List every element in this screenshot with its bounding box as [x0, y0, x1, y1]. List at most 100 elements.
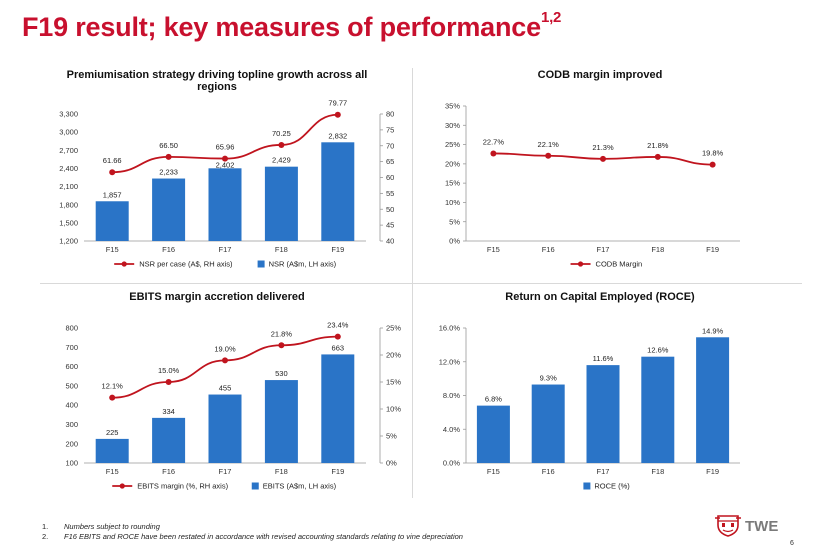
- line-data-label: 23.4%: [327, 321, 349, 330]
- y-tick-label: 30%: [445, 121, 460, 130]
- x-tick-label: F15: [106, 467, 119, 476]
- footnote-2: 2. F16 EBITS and ROCE have been restated …: [42, 532, 463, 542]
- y-tick-label: 10%: [445, 198, 460, 207]
- bar-data-label: 2,832: [328, 131, 347, 140]
- y-tick-label: 2,100: [59, 182, 78, 191]
- logo-text: TWE: [745, 518, 778, 535]
- y-tick-label: 25%: [445, 140, 460, 149]
- legend-item: EBITS (A$m, LH axis): [251, 482, 337, 491]
- right-tick-label: 60: [386, 173, 394, 182]
- y-tick-label: 800: [65, 324, 78, 333]
- line-point: [490, 150, 497, 157]
- bar-data-label: 2,429: [272, 156, 291, 165]
- line-data-label: 21.3%: [592, 143, 614, 152]
- bar: [321, 354, 355, 463]
- line-data-label: 65.96: [216, 143, 235, 152]
- y-tick-label: 35%: [445, 102, 460, 111]
- y-tick-label: 2,400: [59, 164, 78, 173]
- bar-data-label: 1,857: [103, 190, 122, 199]
- bar-data-label: 530: [275, 369, 288, 378]
- legend-item: NSR per case (A$, RH axis): [114, 260, 233, 269]
- bar: [531, 384, 565, 463]
- y-tick-label: 15%: [445, 179, 460, 188]
- right-tick-label: 40: [386, 237, 394, 246]
- bar-data-label: 11.6%: [593, 354, 614, 363]
- bar: [152, 178, 186, 241]
- chart-title: CODB margin improved: [538, 69, 663, 81]
- y-tick-label: 1,500: [59, 218, 78, 227]
- legend-label: CODB Margin: [596, 260, 643, 269]
- bar-data-label: 663: [332, 343, 345, 352]
- x-tick-label: F19: [331, 467, 344, 476]
- chart-panel-nsr: Premiumisation strategy driving topline …: [40, 68, 410, 280]
- line-point: [278, 342, 285, 349]
- footnote-1: 1. Numbers subject to rounding: [42, 522, 463, 532]
- bar: [586, 365, 620, 463]
- legend-label: NSR per case (A$, RH axis): [139, 260, 233, 269]
- right-tick-label: 75: [386, 125, 394, 134]
- y-tick-label: 12.0%: [439, 357, 461, 366]
- line-data-label: 66.50: [159, 141, 178, 150]
- x-tick-label: F19: [706, 467, 719, 476]
- y-tick-label: 500: [65, 381, 78, 390]
- x-tick-label: F17: [219, 245, 232, 254]
- x-tick-label: F17: [597, 467, 610, 476]
- legend-item: ROCE (%): [583, 482, 630, 491]
- y-tick-label: 700: [65, 343, 78, 352]
- line-data-label: 79.77: [328, 99, 347, 108]
- chart-title: Return on Capital Employed (ROCE): [505, 291, 695, 303]
- x-tick-label: F15: [487, 467, 500, 476]
- x-tick-label: F15: [106, 245, 119, 254]
- x-tick-label: F18: [275, 245, 288, 254]
- right-tick-label: 50: [386, 205, 394, 214]
- line-data-label: 21.8%: [271, 329, 293, 338]
- bar: [264, 166, 298, 241]
- legend-item: EBITS margin (%, RH axis): [112, 482, 229, 491]
- chart-nsr: Premiumisation strategy driving topline …: [59, 69, 394, 269]
- legend-point-swatch: [119, 483, 125, 489]
- line-data-label: 22.7%: [483, 137, 505, 146]
- bar-data-label: 14.9%: [702, 326, 724, 335]
- y-tick-label: 0%: [449, 237, 460, 246]
- y-tick-label: 16.0%: [439, 324, 461, 333]
- y-tick-label: 600: [65, 362, 78, 371]
- legend-bar-swatch: [257, 260, 265, 268]
- bar-data-label: 455: [219, 384, 232, 393]
- right-tick-label: 15%: [386, 378, 401, 387]
- x-tick-label: F15: [487, 245, 500, 254]
- bar: [641, 356, 675, 463]
- x-tick-label: F19: [706, 245, 719, 254]
- y-tick-label: 2,700: [59, 146, 78, 155]
- y-tick-label: 400: [65, 401, 78, 410]
- right-tick-label: 10%: [386, 405, 401, 414]
- footnote-number: 2.: [42, 532, 49, 541]
- chart-ebits: EBITS margin accretion delivered 100 200 30…: [65, 291, 401, 491]
- line-point: [334, 111, 341, 118]
- line-point: [654, 153, 661, 160]
- right-tick-label: 70: [386, 141, 394, 150]
- x-tick-label: F18: [275, 467, 288, 476]
- legend-bar-swatch: [583, 482, 591, 490]
- x-tick-label: F16: [162, 467, 175, 476]
- legend-label: ROCE (%): [594, 482, 630, 491]
- bar-data-label: 2,402: [216, 160, 235, 169]
- bar-data-label: 225: [106, 428, 119, 437]
- line-point: [709, 161, 716, 168]
- x-tick-label: F18: [651, 245, 664, 254]
- chart-roce: Return on Capital Employed (ROCE) 0.0% 4.0…: [439, 291, 740, 491]
- right-tick-label: 55: [386, 189, 394, 198]
- line-data-label: 22.1%: [538, 140, 560, 149]
- legend-label: EBITS margin (%, RH axis): [137, 482, 228, 491]
- legend-bar-swatch: [251, 482, 259, 490]
- line-point: [545, 152, 552, 159]
- legend-label: EBITS (A$m, LH axis): [263, 482, 337, 491]
- chart-panel-ebits: EBITS margin accretion delivered 100 200 30…: [40, 290, 410, 502]
- chart-panel-roce: Return on Capital Employed (ROCE) 0.0% 4.0…: [418, 290, 798, 502]
- bar: [476, 405, 510, 463]
- x-tick-label: F18: [651, 467, 664, 476]
- bar-data-label: 334: [162, 407, 175, 416]
- chart-codb: CODB margin improved 0% 5% 10% 15% 20% 25% 30% 3…: [445, 69, 740, 269]
- x-tick-label: F16: [162, 245, 175, 254]
- footnote-number: 1.: [42, 522, 49, 531]
- line-point: [278, 141, 285, 148]
